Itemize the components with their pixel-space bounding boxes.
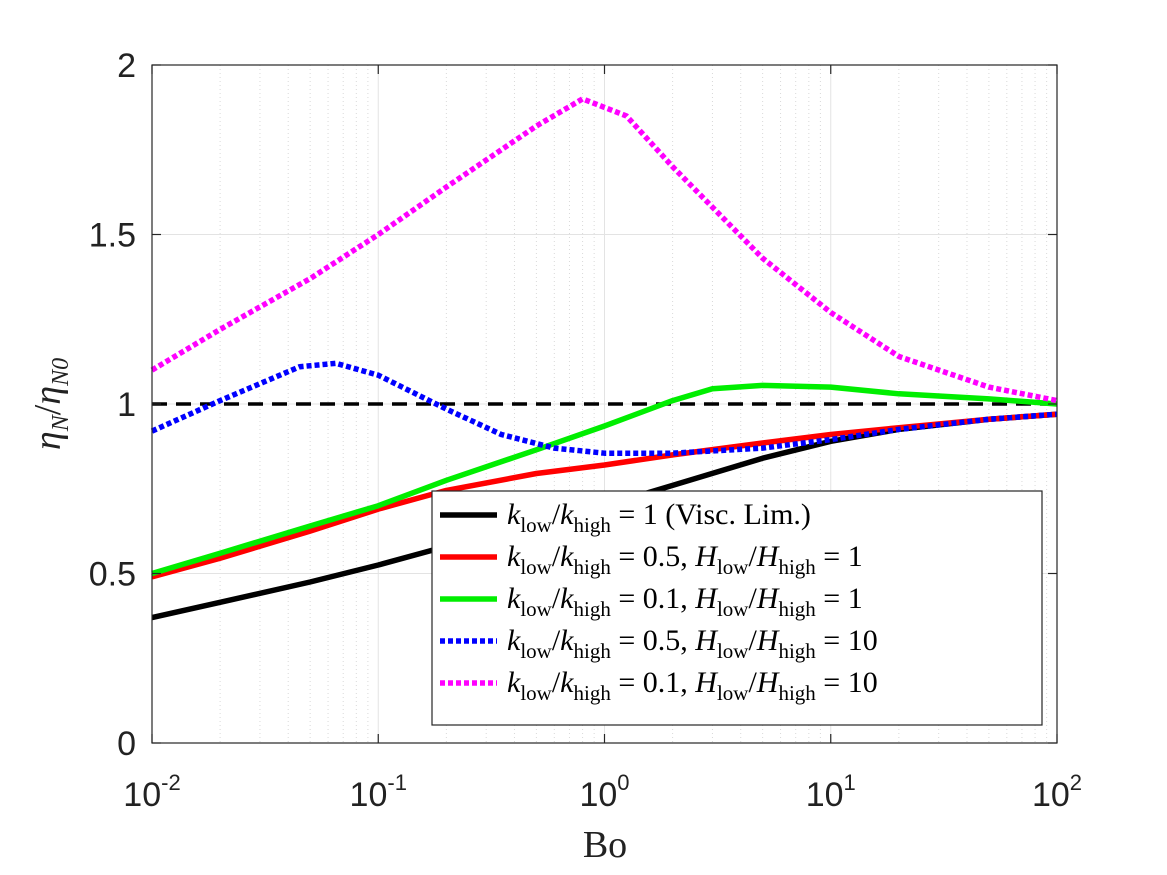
y-tick-label: 1.5 (89, 217, 136, 255)
legend-h: H (756, 582, 781, 615)
y-label-eta: η (27, 431, 69, 450)
legend-sub-low: low (717, 555, 749, 579)
legend-k: k (507, 666, 521, 699)
y-tick-label: 1 (117, 386, 136, 424)
legend-sub-low: low (520, 597, 552, 621)
legend-h: H (688, 624, 720, 657)
legend-entry-2: klow/khigh = 0.5, Hlow/Hhigh = 1 (507, 540, 863, 579)
legend-slash: / (552, 582, 561, 615)
legend-h: H (688, 666, 720, 699)
legend-sub-high: high (574, 555, 612, 579)
legend-sub-high: high (574, 639, 612, 663)
legend-slash: / (748, 582, 757, 615)
legend-sub-low: low (520, 555, 552, 579)
legend-sub-high: high (778, 681, 816, 705)
y-label-slash: / (27, 404, 69, 415)
legend-h: H (688, 540, 720, 573)
legend-sub-low: low (717, 639, 749, 663)
series-line-5 (150, 96, 1058, 404)
legend-slash: / (748, 624, 757, 657)
legend-entry-4: klow/khigh = 0.5, Hlow/Hhigh = 10 (507, 624, 878, 663)
x-tick-exponent: 0 (617, 770, 629, 795)
legend-slash: / (552, 498, 561, 531)
legend-k-value: = 0.1, (611, 582, 688, 615)
legend-k: k (507, 582, 521, 615)
legend-sub-high: high (778, 597, 816, 621)
legend-h-value: = 1 (816, 582, 863, 615)
legend-h-value: = 10 (816, 666, 878, 699)
legend-box (431, 490, 1043, 726)
legend-slash: / (552, 666, 561, 699)
x-tick-label: 100 (579, 770, 629, 814)
y-axis-label: ηN/ηN0 (27, 358, 74, 450)
legend-k: k (560, 582, 574, 615)
legend-sub-high: high (574, 513, 612, 537)
legend-slash: / (552, 624, 561, 657)
legend-slash: / (748, 666, 757, 699)
x-tick-base: 10 (123, 776, 161, 814)
legend-k-value: = 0.5, (611, 624, 688, 657)
y-label-sub-n0: N0 (48, 358, 74, 387)
legend-sub-high: high (574, 597, 612, 621)
legend-slash: / (748, 540, 757, 573)
legend-h: H (756, 624, 781, 657)
legend-k: k (560, 540, 574, 573)
x-tick-base: 10 (350, 776, 388, 814)
x-tick-label: 10-1 (350, 770, 407, 814)
x-axis-label: Bo (583, 824, 627, 866)
x-tick-base: 10 (1032, 776, 1070, 814)
legend-sub-low: low (520, 513, 552, 537)
legend-k-value: = 0.1, (611, 666, 688, 699)
legend-k-value: = 0.5, (611, 540, 688, 573)
y-tick-label: 0.5 (89, 556, 136, 594)
y-axis-label-text: ηN/ηN0 (27, 358, 74, 450)
x-tick-label: 102 (1032, 770, 1082, 814)
legend-h: H (756, 540, 781, 573)
legend-sub-high: high (778, 555, 816, 579)
legend-k: k (560, 498, 574, 531)
legend-entry-1: klow/khigh = 1 (Visc. Lim.) (507, 498, 811, 537)
legend-sub-low: low (717, 597, 749, 621)
legend-h: H (688, 582, 720, 615)
series-line-3 (151, 382, 1058, 577)
axis-labels-group: Bo ηN/ηN0 (27, 358, 627, 866)
legend-sub-high: high (574, 681, 612, 705)
legend-k: k (507, 498, 521, 531)
x-tick-exponent: 1 (844, 770, 856, 795)
legend-sub-low: low (717, 681, 749, 705)
legend-slash: / (552, 540, 561, 573)
y-label-eta-2: η (27, 386, 69, 405)
legend-k: k (507, 540, 521, 573)
legend-k: k (507, 624, 521, 657)
legend-entry-5: klow/khigh = 0.1, Hlow/Hhigh = 10 (507, 666, 878, 705)
x-tick-label: 101 (806, 770, 856, 814)
legend-entry-3: klow/khigh = 0.1, Hlow/Hhigh = 1 (507, 582, 863, 621)
y-tick-label: 2 (117, 47, 136, 85)
legend-h-value: = 1 (816, 540, 863, 573)
x-tick-label: 10-2 (123, 770, 180, 814)
y-tick-label: 0 (117, 725, 136, 763)
legend-k: k (560, 666, 574, 699)
x-tick-base: 10 (806, 776, 844, 814)
series-line-4 (150, 360, 1058, 456)
legend-sub-low: low (520, 681, 552, 705)
legend-h: H (756, 666, 781, 699)
x-tick-exponent: -2 (161, 770, 181, 795)
x-tick-base: 10 (579, 776, 617, 814)
y-label-sub-n: N (48, 413, 74, 432)
x-tick-exponent: -1 (387, 770, 407, 795)
legend[interactable]: klow/khigh = 1 (Visc. Lim.)klow/khigh = … (431, 490, 1043, 726)
x-tick-exponent: 2 (1070, 770, 1082, 795)
legend-k: k (560, 624, 574, 657)
legend-h-value: = 10 (816, 624, 878, 657)
legend-sub-high: high (778, 639, 816, 663)
legend-k-value: = 1 (Visc. Lim.) (611, 498, 811, 531)
legend-sub-low: low (520, 639, 552, 663)
